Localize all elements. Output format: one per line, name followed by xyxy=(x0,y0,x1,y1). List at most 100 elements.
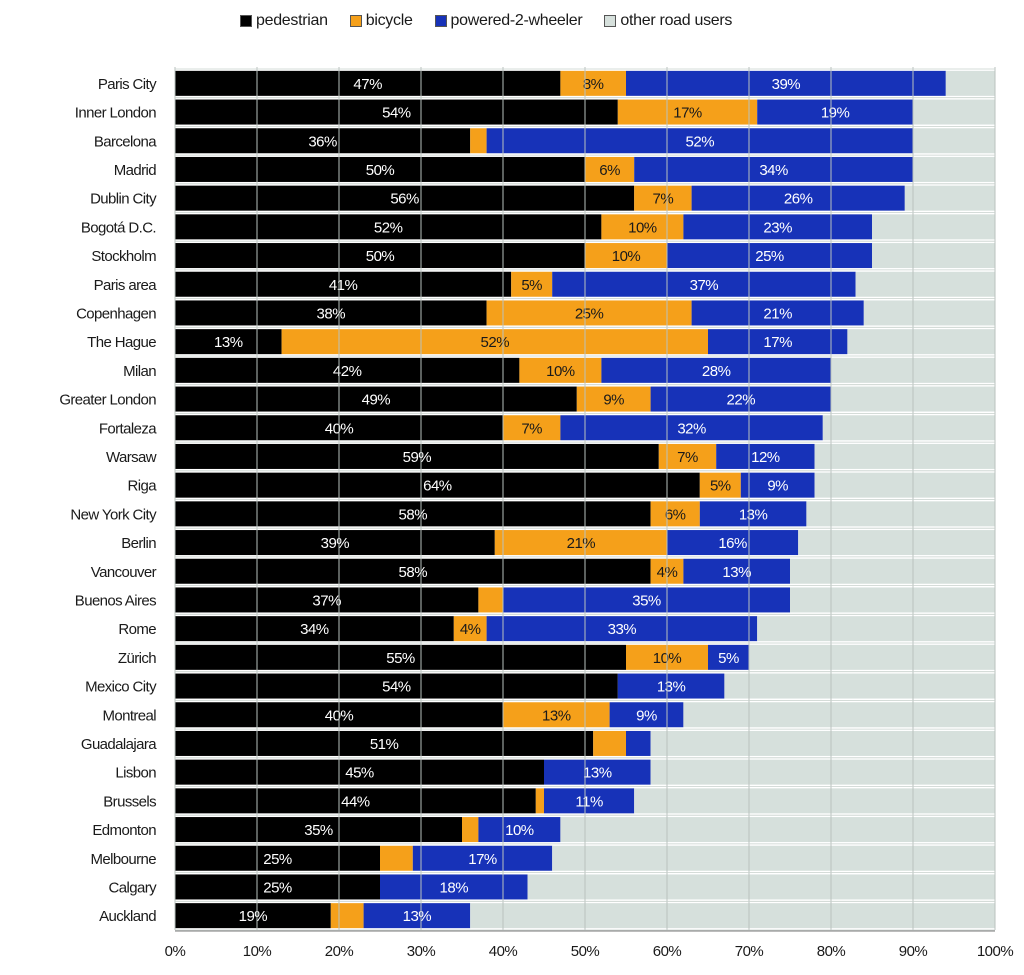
bar-pedestrian-lisbon xyxy=(175,759,544,785)
data-label-bicycle-new-york-city: 6% xyxy=(665,506,686,523)
bar-pedestrian-zurich xyxy=(175,644,626,670)
data-label-powered-2-wheeler-madrid: 34% xyxy=(759,162,788,179)
category-label-new-york-city: New York City xyxy=(70,506,157,523)
bar-other-road-users-stockholm xyxy=(872,243,995,269)
data-label-bicycle-the-hague: 52% xyxy=(481,334,510,351)
data-label-bicycle-berlin: 21% xyxy=(567,535,596,552)
category-label-paris-area: Paris area xyxy=(94,277,158,294)
data-label-bicycle-copenhagen: 25% xyxy=(575,305,604,322)
bar-powered-2-wheeler-fortaleza xyxy=(560,415,823,441)
bar-bicycle-berlin xyxy=(494,530,667,556)
data-label-pedestrian-copenhagen: 38% xyxy=(317,305,346,322)
data-label-pedestrian-stockholm: 50% xyxy=(366,248,395,265)
data-label-pedestrian-guadalajara: 51% xyxy=(370,736,399,753)
legend-swatch-other-road-users xyxy=(604,15,617,27)
bar-bicycle-milan xyxy=(519,357,602,383)
category-label-rome: Rome xyxy=(118,621,156,638)
bar-bicycle-stockholm xyxy=(585,243,667,269)
bar-bicycle-warsaw xyxy=(658,443,717,469)
data-label-pedestrian-calgary: 25% xyxy=(263,879,292,896)
data-label-bicycle-greater-london: 9% xyxy=(603,392,624,409)
legend-label-other-road-users: other road users xyxy=(620,12,733,29)
bar-other-road-users-guadalajara xyxy=(650,730,995,756)
category-label-auckland: Auckland xyxy=(99,908,156,925)
data-label-bicycle-rome: 4% xyxy=(460,621,481,638)
bar-powered-2-wheeler-paris-city xyxy=(626,70,946,96)
bar-bicycle-melbourne xyxy=(380,845,413,871)
data-label-powered-2-wheeler-the-hague: 17% xyxy=(763,334,792,351)
category-label-vancouver: Vancouver xyxy=(91,564,157,581)
data-label-pedestrian-brussels: 44% xyxy=(341,793,370,810)
bar-other-road-users-barcelona xyxy=(913,128,995,154)
bar-other-road-users-zurich xyxy=(749,644,995,670)
bar-other-road-users-auckland xyxy=(470,903,995,929)
data-label-pedestrian-greater-london: 49% xyxy=(362,392,391,409)
bar-bicycle-brussels xyxy=(535,788,544,814)
category-label-bogota-d-c: Bogotá D.C. xyxy=(81,219,156,236)
bar-powered-2-wheeler-lisbon xyxy=(544,759,651,785)
data-label-powered-2-wheeler-calgary: 18% xyxy=(440,879,469,896)
bar-pedestrian-milan xyxy=(175,357,520,383)
bar-other-road-users-new-york-city xyxy=(806,501,995,527)
legend: pedestrian bicycle powered-2-wheeler oth… xyxy=(240,12,732,30)
data-label-pedestrian-barcelona: 36% xyxy=(308,133,337,150)
bar-powered-2-wheeler-mexico-city xyxy=(617,673,725,699)
bar-pedestrian-melbourne xyxy=(175,845,380,871)
data-label-powered-2-wheeler-bogota-d-c: 23% xyxy=(763,219,792,236)
data-label-bicycle-warsaw: 7% xyxy=(677,449,698,466)
data-label-pedestrian-auckland: 19% xyxy=(239,908,268,925)
bar-powered-2-wheeler-milan xyxy=(601,357,831,383)
bar-other-road-users-madrid xyxy=(913,156,995,182)
data-label-bicycle-paris-city: 8% xyxy=(583,76,604,93)
data-label-bicycle-fortaleza: 7% xyxy=(521,420,542,437)
data-label-powered-2-wheeler-stockholm: 25% xyxy=(755,248,784,265)
bar-powered-2-wheeler-copenhagen xyxy=(691,300,864,326)
data-label-pedestrian-paris-city: 47% xyxy=(353,76,382,93)
x-tick-label-90: 90% xyxy=(899,943,928,960)
category-label-greater-london: Greater London xyxy=(59,392,156,409)
bar-powered-2-wheeler-rome xyxy=(486,616,758,642)
data-label-bicycle-paris-area: 5% xyxy=(521,277,542,294)
x-tick-label-100: 100% xyxy=(977,943,1014,960)
bar-bicycle-montreal xyxy=(503,702,610,728)
bar-bicycle-dublin-city xyxy=(634,185,692,211)
bar-other-road-users-copenhagen xyxy=(863,300,995,326)
bar-pedestrian-new-york-city xyxy=(175,501,651,527)
data-label-powered-2-wheeler-edmonton: 10% xyxy=(505,822,534,839)
data-label-pedestrian-riga: 64% xyxy=(423,478,452,495)
bar-other-road-users-bogota-d-c xyxy=(872,214,995,240)
bar-bicycle-the-hague xyxy=(281,329,708,355)
data-label-pedestrian-lisbon: 45% xyxy=(345,765,374,782)
data-label-powered-2-wheeler-fortaleza: 32% xyxy=(677,420,706,437)
bar-other-road-users-melbourne xyxy=(552,845,995,871)
bar-other-road-users-vancouver xyxy=(790,558,995,584)
data-label-pedestrian-edmonton: 35% xyxy=(304,822,333,839)
data-label-pedestrian-berlin: 39% xyxy=(321,535,350,552)
bar-bicycle-bogota-d-c xyxy=(601,214,684,240)
bar-powered-2-wheeler-stockholm xyxy=(667,243,872,269)
bar-other-road-users-warsaw xyxy=(814,443,995,469)
category-label-berlin: Berlin xyxy=(121,535,156,552)
bar-pedestrian-brussels xyxy=(175,788,536,814)
x-tick-label-50: 50% xyxy=(571,943,600,960)
bar-other-road-users-rome xyxy=(757,616,995,642)
bar-other-road-users-brussels xyxy=(634,788,995,814)
bar-other-road-users-fortaleza xyxy=(822,415,995,441)
data-label-powered-2-wheeler-lisbon: 13% xyxy=(583,765,612,782)
bar-powered-2-wheeler-bogota-d-c xyxy=(683,214,872,240)
bar-other-road-users-montreal xyxy=(683,702,995,728)
bar-powered-2-wheeler-melbourne xyxy=(412,845,553,871)
bar-powered-2-wheeler-guadalajara xyxy=(626,730,651,756)
data-label-bicycle-inner-london: 17% xyxy=(673,105,702,122)
x-tick-label-10: 10% xyxy=(243,943,272,960)
data-label-pedestrian-vancouver: 58% xyxy=(399,564,428,581)
bar-other-road-users-dublin-city xyxy=(904,185,995,211)
data-label-bicycle-riga: 5% xyxy=(710,478,731,495)
bar-bicycle-riga xyxy=(699,472,741,498)
category-label-edmonton: Edmonton xyxy=(92,822,156,839)
legend-label-bicycle: bicycle xyxy=(365,12,413,29)
bar-pedestrian-bogota-d-c xyxy=(175,214,602,240)
bar-pedestrian-riga xyxy=(175,472,700,498)
bar-powered-2-wheeler-zurich xyxy=(708,644,749,670)
bar-powered-2-wheeler-greater-london xyxy=(650,386,831,412)
